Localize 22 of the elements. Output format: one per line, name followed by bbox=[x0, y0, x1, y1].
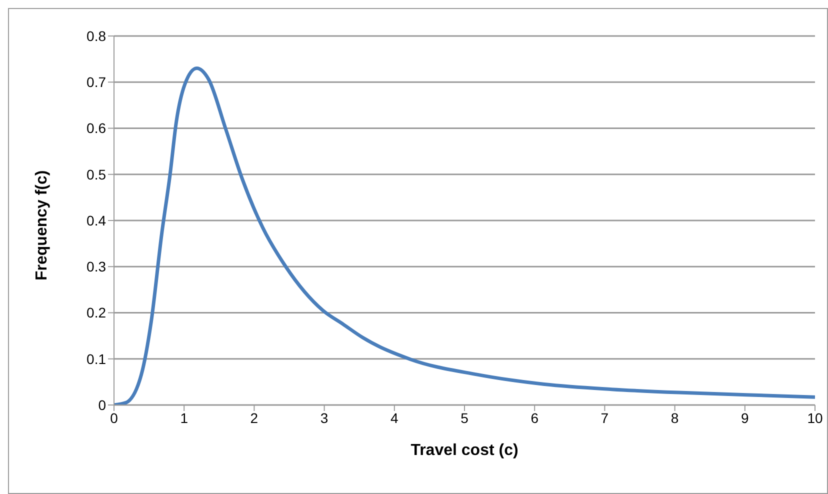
x-tick-label: 0 bbox=[110, 410, 118, 426]
y-tick-label: 0.6 bbox=[86, 120, 106, 136]
y-tick-label: 0 bbox=[98, 396, 106, 413]
y-tick-label: 0.5 bbox=[86, 166, 106, 182]
y-tick-label: 0.3 bbox=[86, 258, 106, 275]
y-tick-label: 0.8 bbox=[86, 28, 106, 44]
x-tick-label: 2 bbox=[250, 410, 258, 426]
x-tick-label: 4 bbox=[390, 410, 398, 426]
x-tick-label: 8 bbox=[670, 410, 679, 426]
y-tick-label: 0.1 bbox=[86, 350, 106, 367]
y-tick-label: 0.7 bbox=[86, 74, 106, 90]
x-tick-label: 1 bbox=[180, 410, 188, 426]
x-tick-label: 7 bbox=[600, 410, 609, 426]
y-axis-title: Frequency f(c) bbox=[34, 170, 51, 280]
y-tick-label: 0.2 bbox=[86, 304, 106, 321]
x-tick-label: 6 bbox=[530, 410, 539, 426]
x-tick-label: 3 bbox=[320, 410, 328, 426]
x-tick-label: 10 bbox=[807, 410, 823, 426]
y-tick-label: 0.4 bbox=[86, 212, 106, 228]
x-tick-label: 9 bbox=[741, 410, 749, 426]
x-axis-title: Travel cost (c) bbox=[410, 442, 518, 459]
x-tick-label: 5 bbox=[460, 410, 469, 426]
